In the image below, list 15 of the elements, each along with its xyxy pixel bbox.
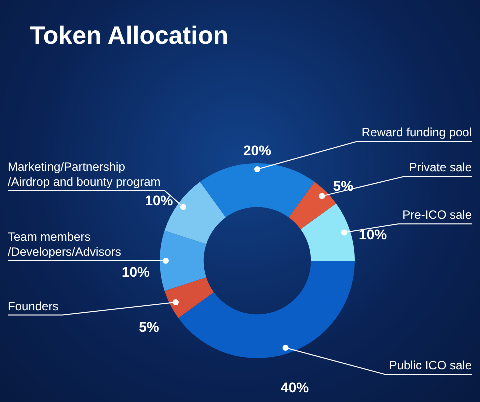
slice-label: Private sale [409,160,472,174]
data-label: 40% [281,379,310,396]
data-label: 20% [243,142,272,158]
slice-label: Team members /Developers/Advisors [8,230,122,259]
chart-title: Token Allocation [30,22,229,51]
slice-label: Public ICO sale [389,358,472,373]
slice-label: Marketing/Partnership /Airdrop and bounty program [8,160,161,189]
data-label: 10% [359,226,388,242]
data-label: 5% [139,319,160,336]
slice-label: Pre-ICO sale [402,208,472,222]
data-label: 10% [145,192,174,208]
slice-label: Founders [8,299,59,314]
data-label: 10% [122,264,151,280]
slice-label: Reward funding pool [362,126,472,140]
data-label: 5% [333,178,354,194]
